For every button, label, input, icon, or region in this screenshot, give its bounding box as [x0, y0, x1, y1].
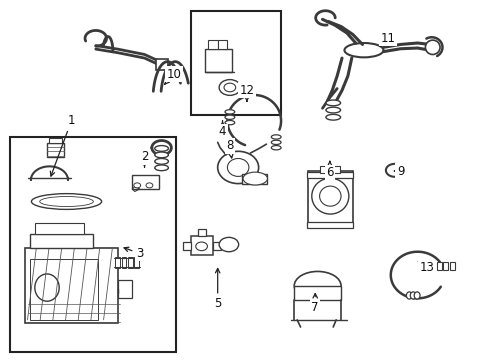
Bar: [49, 138, 61, 143]
Ellipse shape: [271, 140, 281, 144]
Bar: [30, 259, 98, 320]
Bar: [207, 40, 217, 49]
Bar: [118, 280, 132, 298]
Ellipse shape: [344, 43, 383, 57]
Bar: [132, 175, 159, 189]
Ellipse shape: [31, 194, 102, 210]
Bar: [128, 257, 133, 268]
Bar: [449, 262, 454, 270]
Ellipse shape: [325, 100, 340, 106]
Ellipse shape: [311, 178, 348, 214]
Text: 7: 7: [311, 293, 318, 314]
Text: 1: 1: [50, 114, 75, 176]
Ellipse shape: [425, 40, 439, 54]
Bar: [115, 257, 120, 268]
Text: 5: 5: [214, 269, 221, 310]
Bar: [25, 248, 118, 323]
Ellipse shape: [40, 197, 93, 207]
Ellipse shape: [155, 158, 168, 164]
Ellipse shape: [325, 107, 340, 113]
Ellipse shape: [325, 114, 340, 120]
Bar: [122, 257, 126, 268]
Ellipse shape: [146, 183, 153, 188]
Ellipse shape: [134, 183, 141, 188]
Bar: [307, 171, 352, 226]
Ellipse shape: [406, 292, 411, 299]
Ellipse shape: [294, 271, 340, 300]
Text: 11: 11: [379, 32, 395, 46]
Ellipse shape: [224, 110, 234, 114]
Bar: [134, 257, 139, 268]
Bar: [212, 242, 220, 250]
Ellipse shape: [271, 145, 281, 150]
Bar: [443, 262, 447, 270]
Ellipse shape: [224, 115, 234, 120]
Text: 6: 6: [325, 162, 333, 179]
Text: 3: 3: [124, 247, 143, 260]
Ellipse shape: [224, 83, 235, 92]
Text: 8: 8: [226, 139, 233, 158]
Ellipse shape: [217, 151, 258, 184]
Bar: [217, 40, 227, 49]
Bar: [294, 286, 340, 300]
Bar: [306, 222, 352, 228]
Bar: [205, 49, 232, 72]
Text: 9: 9: [394, 165, 404, 177]
Ellipse shape: [243, 172, 267, 185]
Bar: [320, 166, 339, 173]
Ellipse shape: [224, 121, 234, 125]
Ellipse shape: [155, 145, 168, 151]
Ellipse shape: [227, 158, 248, 176]
Ellipse shape: [219, 80, 240, 95]
Bar: [436, 262, 441, 270]
Text: 2: 2: [141, 150, 148, 167]
Bar: [47, 143, 64, 157]
Ellipse shape: [195, 242, 207, 251]
Bar: [190, 12, 281, 116]
Ellipse shape: [271, 135, 281, 139]
Bar: [156, 59, 167, 69]
Ellipse shape: [155, 152, 168, 158]
Text: 4: 4: [218, 121, 226, 138]
Text: 13: 13: [417, 261, 434, 274]
Ellipse shape: [219, 237, 238, 252]
Bar: [242, 174, 267, 184]
Text: 12: 12: [239, 84, 254, 101]
Bar: [183, 242, 190, 250]
Bar: [10, 137, 176, 352]
Ellipse shape: [35, 274, 59, 301]
Ellipse shape: [413, 292, 419, 299]
Ellipse shape: [319, 186, 340, 206]
Ellipse shape: [409, 292, 415, 299]
Bar: [30, 234, 93, 248]
Bar: [35, 223, 83, 234]
Text: 10: 10: [164, 68, 181, 84]
Bar: [306, 172, 352, 178]
Ellipse shape: [155, 165, 168, 171]
Bar: [198, 229, 205, 236]
Bar: [190, 235, 212, 255]
